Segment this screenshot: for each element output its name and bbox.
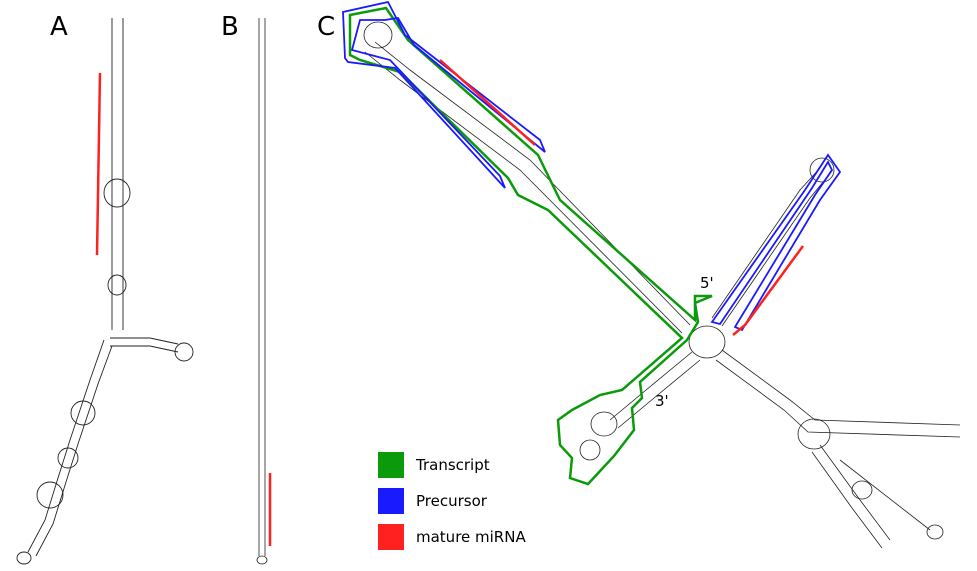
panel-b-structure [256,18,268,565]
panel-a-structure [16,18,194,565]
legend-label-precursor: Precursor [416,492,487,510]
legend-swatch-precursor [378,488,404,514]
three-prime-label: 3' [655,392,669,410]
legend-swatch-transcript [378,452,404,478]
legend-item-precursor: Precursor [378,488,578,514]
transcript-outline [348,6,713,486]
precursor-outline-left [342,0,546,189]
precursor-outline-right [710,153,842,332]
legend-label-mature-mirna: mature miRNA [416,528,526,546]
five-prime-label: 5' [700,274,714,292]
legend-item-transcript: Transcript [378,452,578,478]
panel-c-label: C [317,12,336,42]
panel-a-label: A [50,12,68,42]
panel-c-mature-mirna-bar-left [439,59,536,146]
legend-label-transcript: Transcript [416,456,490,474]
legend-item-mature-mirna: mature miRNA [378,524,578,550]
legend-swatch-mature-mirna [378,524,404,550]
panel-c-mature-mirna-bar-right [732,245,805,336]
panel-b-label: B [221,12,239,42]
panel-a-mature-mirna-bar [95,72,102,256]
